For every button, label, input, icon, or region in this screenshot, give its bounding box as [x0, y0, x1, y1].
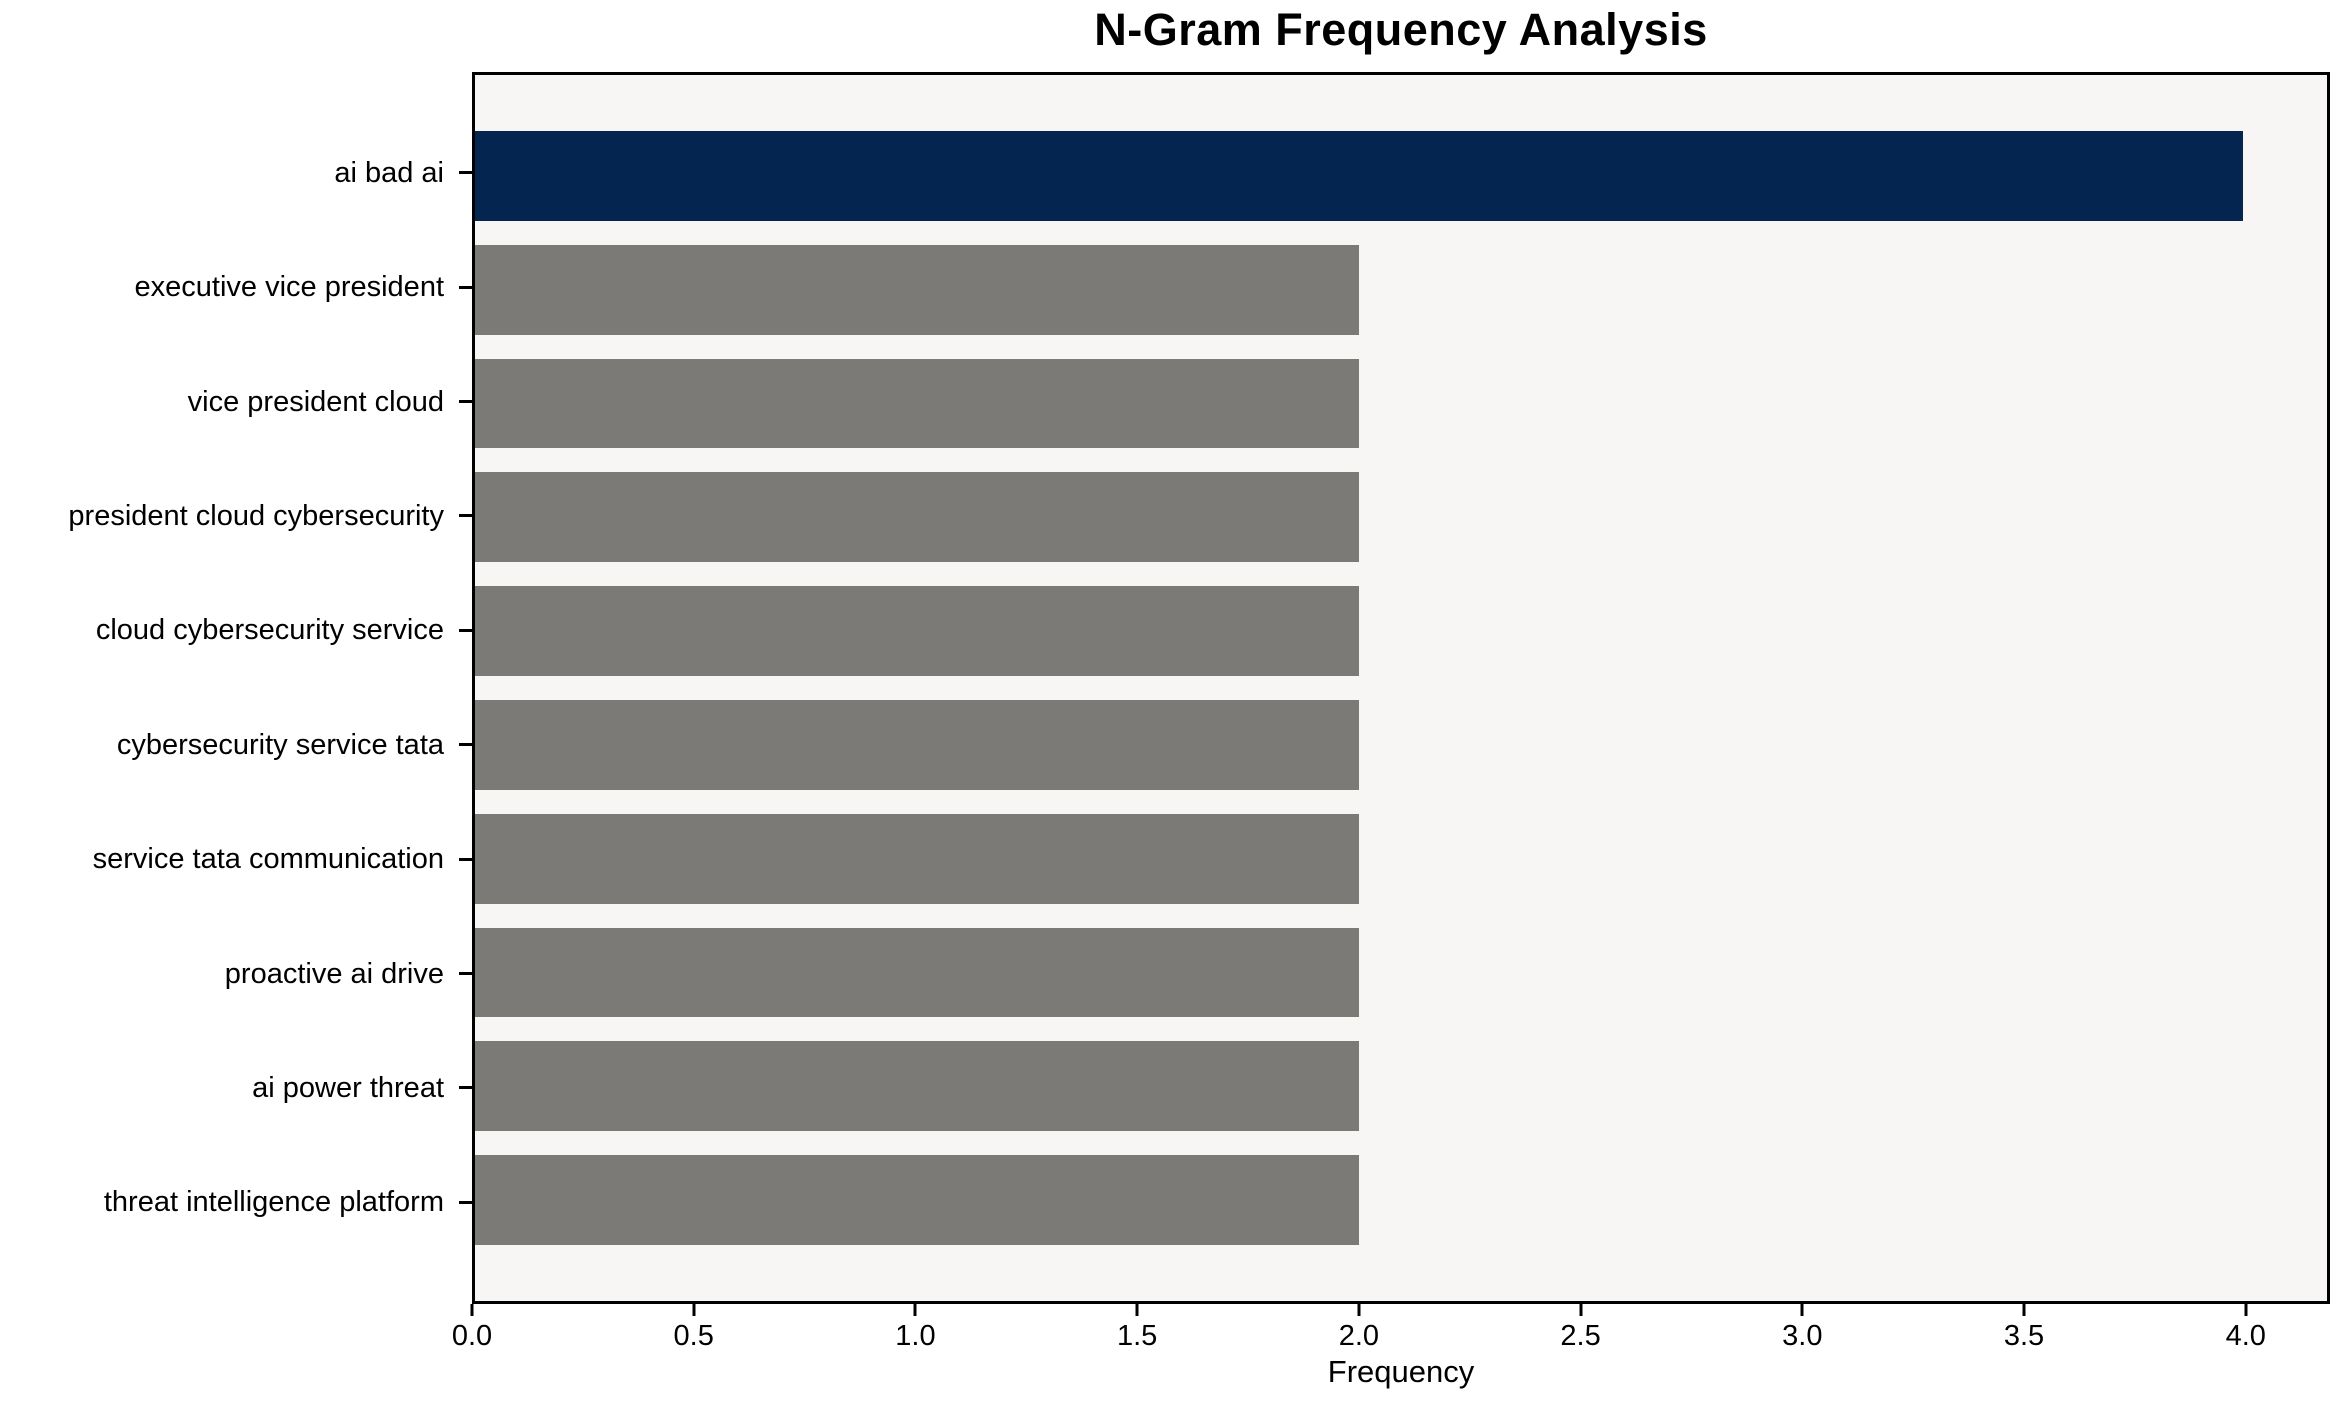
bar-cybersecurity-service-tata [475, 699, 1359, 790]
bar-row [475, 802, 2327, 916]
y-tick-label-text: vice president cloud [187, 385, 444, 418]
y-tick-mark [459, 972, 472, 976]
y-tick-label-text: cloud cybersecurity service [95, 614, 444, 647]
y-tick-mark [459, 1200, 472, 1204]
y-tick-label: vice president cloud [0, 345, 472, 459]
bar-cloud-cybersecurity-service [475, 586, 1359, 677]
y-tick-mark [459, 743, 472, 747]
x-tick-label: 0.0 [451, 1320, 493, 1352]
x-tick-mark [2244, 1304, 2248, 1316]
x-tick-mark [1800, 1304, 1804, 1316]
bar-ai-power-threat [475, 1041, 1359, 1132]
x-tick-label: 2.5 [1560, 1320, 1601, 1352]
bar-rows [475, 75, 2327, 1301]
bar-row [475, 119, 2327, 233]
bar-president-cloud-cybersecurity [475, 472, 1359, 563]
bar-service-tata-communication [475, 813, 1359, 904]
y-tick-mark [459, 400, 472, 404]
bar-vice-president-cloud [475, 358, 1359, 449]
y-tick-label-text: ai bad ai [334, 156, 444, 189]
y-tick-label: president cloud cybersecurity [0, 459, 472, 573]
y-tick-label-text: ai power threat [252, 1071, 444, 1104]
x-tick-mark [692, 1304, 696, 1316]
x-tick-label: 1.5 [1116, 1320, 1158, 1352]
y-tick-mark [459, 1086, 472, 1090]
bar-row [475, 916, 2327, 1030]
bar-row [475, 460, 2327, 574]
x-axis-title: Frequency [1327, 1354, 1475, 1389]
y-tick-label-text: threat intelligence platform [103, 1186, 444, 1219]
x-tick-mark [2022, 1304, 2026, 1316]
y-tick-label-text: executive vice president [134, 271, 445, 304]
y-tick-label-text: service tata communication [92, 843, 444, 876]
bar-ai-bad-ai [475, 130, 2244, 221]
y-tick-label: cloud cybersecurity service [0, 574, 472, 688]
y-tick-label: ai bad ai [0, 116, 472, 230]
x-tick-mark [1135, 1304, 1139, 1316]
bar-row [475, 688, 2327, 802]
x-tick-label: 4.0 [2225, 1320, 2266, 1352]
x-tick-label: 0.5 [673, 1320, 714, 1352]
x-tick-label: 1.0 [895, 1320, 936, 1352]
y-tick-label-text: cybersecurity service tata [116, 728, 444, 761]
y-tick-label: service tata communication [0, 802, 472, 916]
bar-row [475, 347, 2327, 461]
y-tick-mark [459, 514, 472, 518]
y-axis-labels: ai bad ai executive vice president vice pr… [0, 72, 472, 1304]
x-tick-label: 3.0 [1782, 1320, 1823, 1352]
x-tick-mark [913, 1304, 917, 1316]
bar-row [475, 233, 2327, 347]
y-tick-label: cybersecurity service tata [0, 688, 472, 802]
bar-row [475, 1143, 2327, 1257]
bar-threat-intelligence-platform [475, 1155, 1359, 1246]
y-tick-mark [459, 171, 472, 175]
y-tick-label-text: president cloud cybersecurity [68, 499, 444, 532]
y-tick-label: proactive ai drive [0, 917, 472, 1031]
x-axis: 0.0 0.5 1.0 1.5 2.0 2.5 3.0 3.5 4.0 [452, 1304, 2330, 1364]
x-tick-mark [470, 1304, 474, 1316]
y-tick-label: ai power threat [0, 1031, 472, 1145]
bar-row [475, 1029, 2327, 1143]
bar-executive-vice-president [475, 244, 1359, 335]
plot-area [472, 72, 2330, 1304]
y-tick-label: threat intelligence platform [0, 1146, 472, 1260]
y-tick-mark [459, 857, 472, 861]
x-tick-mark [1579, 1304, 1583, 1316]
bar-proactive-ai-drive [475, 927, 1359, 1018]
chart-title: N-Gram Frequency Analysis [1094, 4, 1708, 55]
x-tick-label: 3.5 [2003, 1320, 2045, 1352]
x-tick-mark [1357, 1304, 1361, 1316]
y-tick-mark [459, 628, 472, 632]
bar-row [475, 574, 2327, 688]
y-tick-label: executive vice president [0, 230, 472, 344]
x-tick-label: 2.0 [1338, 1320, 1380, 1352]
y-tick-mark [459, 285, 472, 289]
y-tick-label-text: proactive ai drive [224, 957, 444, 990]
